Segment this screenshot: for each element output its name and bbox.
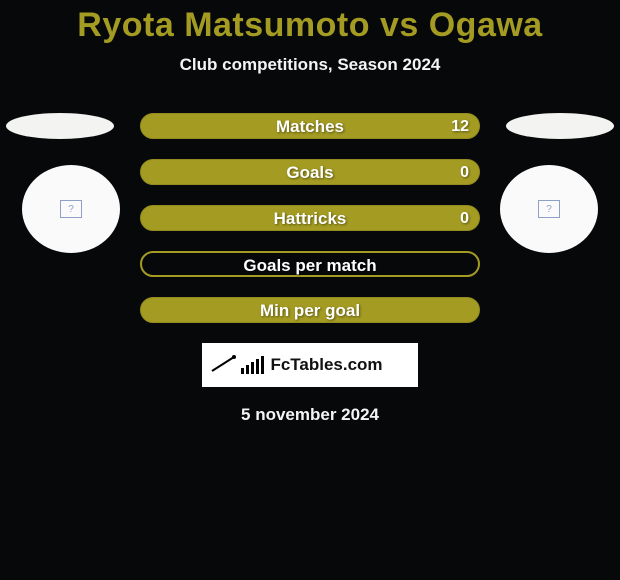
flag-placeholder-icon: ? [538,200,560,218]
flag-placeholder-icon: ? [60,200,82,218]
comparison-arena: ? ? Matches12Goals0Hattricks0Goals per m… [0,113,620,343]
stat-label: Matches [141,114,479,140]
branding-badge: FcTables.com [202,343,418,387]
stat-label: Goals [141,160,479,186]
stat-row: Matches12 [140,113,480,139]
stat-rows: Matches12Goals0Hattricks0Goals per match… [140,113,480,343]
stat-label: Hattricks [141,206,479,232]
left-flag-circle: ? [22,165,120,253]
branding-bars-icon [241,356,264,374]
branding-text: FcTables.com [270,355,382,375]
page-title: Ryota Matsumoto vs Ogawa [0,0,620,45]
stat-value-right: 0 [460,160,469,186]
stat-value-right: 0 [460,206,469,232]
right-flag-circle: ? [500,165,598,253]
stat-row: Min per goal [140,297,480,323]
stat-row: Goals0 [140,159,480,185]
stat-value-right: 12 [451,114,469,140]
left-shadow-disc [6,113,114,139]
snapshot-date: 5 november 2024 [0,405,620,425]
stat-row: Goals per match [140,251,480,277]
stat-label: Min per goal [141,298,479,324]
page-subtitle: Club competitions, Season 2024 [0,55,620,75]
stat-label: Goals per match [142,253,478,279]
right-shadow-disc [506,113,614,139]
stat-row: Hattricks0 [140,205,480,231]
comparison-card: Ryota Matsumoto vs Ogawa Club competitio… [0,0,620,580]
